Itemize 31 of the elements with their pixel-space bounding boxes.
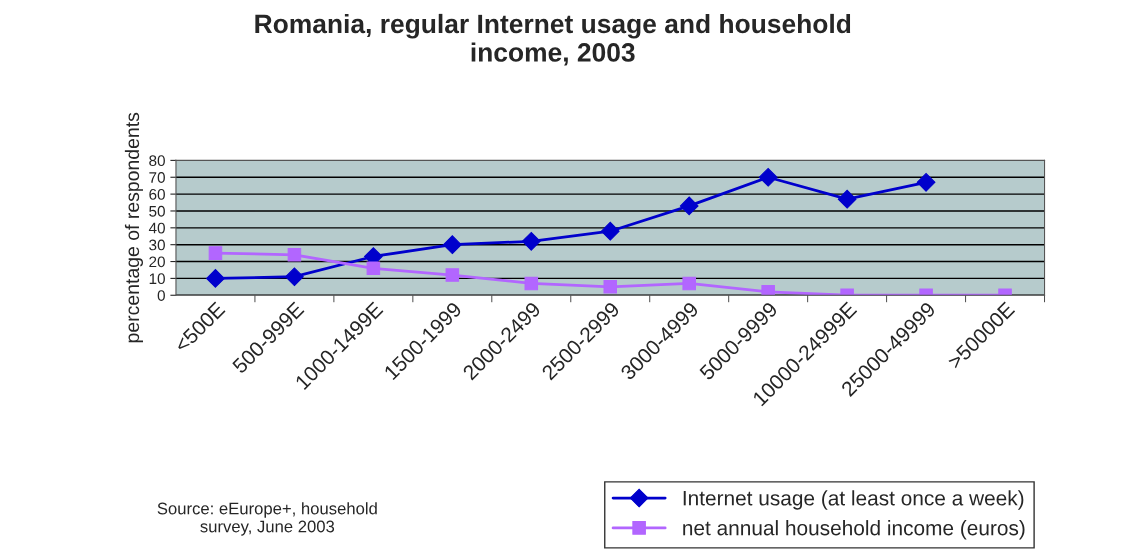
y-tick-label: 70 xyxy=(149,172,165,183)
point xyxy=(366,261,381,276)
point xyxy=(761,285,775,296)
point xyxy=(679,196,699,216)
y-tick-label: 10 xyxy=(149,273,165,285)
point xyxy=(758,167,778,187)
y-axis-title: percentage of respondents xyxy=(124,112,143,343)
point xyxy=(524,276,539,291)
legend-label: Internet usage (at least once a week) xyxy=(683,490,1024,510)
point xyxy=(285,267,304,287)
y-tick-label: 60 xyxy=(149,188,165,200)
point xyxy=(445,268,460,282)
y-tick-label: 80 xyxy=(149,155,165,167)
chart-title: Romania, regular Internet usage and household income, 2003 xyxy=(255,13,851,66)
legend-label: net annual household income (euros) xyxy=(683,520,1025,540)
point xyxy=(206,269,225,288)
point xyxy=(600,221,620,241)
point xyxy=(682,276,696,291)
point xyxy=(916,172,936,192)
source-note: Source: eEurope+, household survey, June 2003 xyxy=(157,502,377,536)
point xyxy=(837,189,857,209)
point xyxy=(287,248,302,262)
y-tick-label: 40 xyxy=(148,222,165,234)
y-tick-label: 50 xyxy=(149,205,165,217)
point xyxy=(603,280,618,294)
point xyxy=(208,246,223,260)
point xyxy=(442,235,462,255)
y-tick-label: 20 xyxy=(149,256,165,268)
y-tick-label: 0 xyxy=(157,290,165,301)
y-tick-label: 30 xyxy=(149,239,165,251)
point xyxy=(521,231,541,251)
